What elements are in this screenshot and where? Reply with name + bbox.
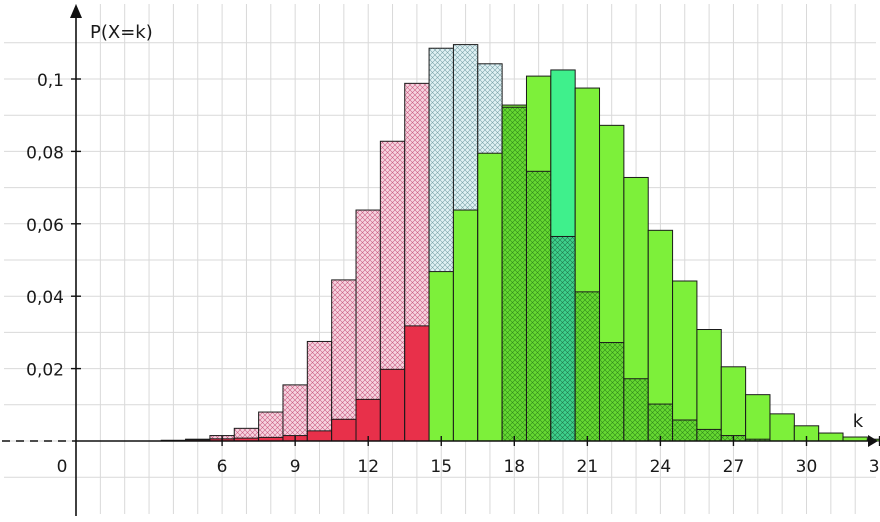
bar-solid [306,430,333,442]
axis-labels: 6 9 12 15 18 21 24 27 30 33 0,02 0,04 0,06 0,08 0,1 0 P(… [26,22,880,477]
x-tick-label: 27 [723,457,745,477]
bar-hatched [647,403,674,442]
bar-hatched [331,279,357,442]
bar-hatched [672,419,698,442]
bar-solid [745,394,771,442]
bar-solid [428,271,454,442]
bar-solid [477,152,503,442]
x-tick-label: 24 [650,457,672,477]
y-tick-label: 0,08 [26,143,64,163]
bar-solid [720,366,747,442]
bar-hatched [258,411,284,442]
y-tick-label: 0,02 [26,361,64,381]
bars [160,44,880,442]
bar-solid [379,368,406,442]
bar-hatched [574,291,601,442]
bar-hatched [599,342,625,442]
x-tick-label: 21 [577,457,599,477]
x-axis-title: k [853,411,864,432]
x-tick-label: 12 [357,457,379,477]
y-axis-title: P(X=k) [90,22,153,43]
x-axis-arrow [868,435,878,447]
bar-solid [696,329,722,442]
bar-hatched [282,384,308,442]
x-tick-label: 9 [290,457,301,477]
x-tick-label: 18 [503,457,525,477]
axes [2,4,880,516]
bar-hatched [696,428,722,442]
bar-hatched [623,378,649,442]
bar-solid [672,280,698,442]
bar-solid [769,413,795,442]
x-tick-label: 33 [869,457,880,477]
y-tick-label: 0,1 [37,71,64,91]
x-tick-label: 6 [217,457,228,477]
y-axis-arrow [70,4,82,18]
origin-label: 0 [57,457,68,477]
x-tick-label: 30 [796,457,818,477]
bar-hatched [306,340,333,442]
bar-hatched [501,106,527,442]
x-tick-label: 15 [430,457,452,477]
bar-solid [404,325,430,442]
bar-solid [331,418,357,442]
bar-solid [355,398,381,442]
bar-hatched [550,235,576,442]
y-tick-label: 0,04 [26,288,64,308]
bar-solid [452,209,479,442]
y-tick-label: 0,06 [26,216,64,236]
bar-solid [818,432,844,442]
bar-hatched [525,170,552,442]
